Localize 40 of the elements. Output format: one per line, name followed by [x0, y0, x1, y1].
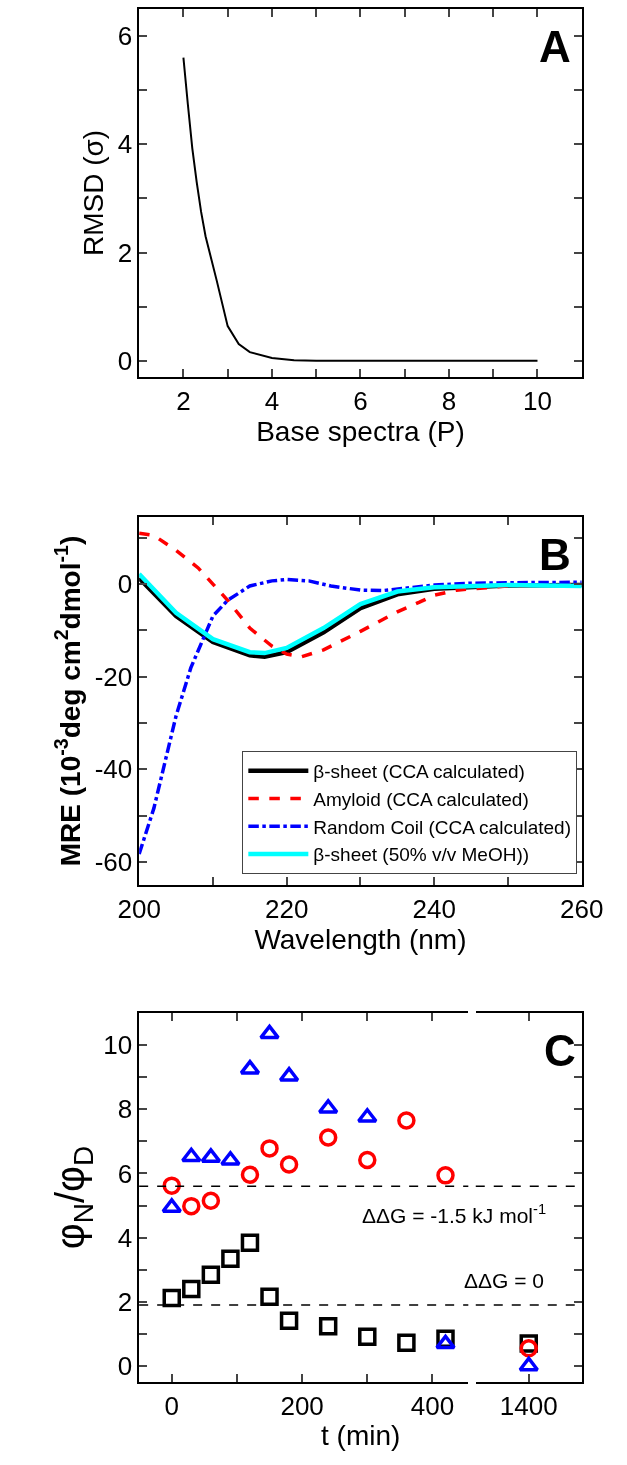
- x-tick-label: 260: [560, 893, 604, 924]
- x-tick-label: 1400: [499, 1390, 558, 1421]
- annotation: ΔΔG = 0: [464, 1269, 545, 1292]
- x-tick-label: 8: [441, 385, 457, 416]
- y-tick-label: 4: [117, 1222, 133, 1253]
- y-axis-title: RMSD (σ): [77, 129, 109, 257]
- y-tick-label: 0: [117, 1351, 133, 1382]
- x-tick-label: 6: [353, 385, 368, 416]
- y-tick-label: 0: [117, 569, 133, 600]
- y-tick-label: -20: [94, 661, 133, 692]
- annotation: ΔΔG = -1.5 kJ mol$^{-1}$: [362, 1201, 547, 1227]
- x-tick-label: 200: [117, 893, 161, 924]
- x-tick-label: 2: [176, 385, 191, 416]
- x-axis-title: Base spectra (P): [256, 415, 465, 447]
- x-axis-title: t (min): [321, 1420, 401, 1451]
- x-tick-label: 220: [264, 893, 309, 924]
- y-tick-label: 0: [117, 345, 133, 376]
- y-tick-label: 8: [117, 1094, 133, 1125]
- annotation: A: [539, 22, 571, 71]
- legend-label: β-sheet (50% v/v MeOH)): [313, 844, 530, 866]
- y-tick-label: 10: [103, 1030, 133, 1061]
- y-tick-label: -60: [94, 846, 133, 877]
- y-tick-label: -40: [94, 754, 133, 785]
- y-tick-label: 6: [117, 1158, 133, 1189]
- x-tick-label: 10: [523, 385, 552, 416]
- y-tick-label: 6: [117, 21, 133, 52]
- legend-label: Amyloid (CCA calculated): [313, 788, 529, 810]
- x-tick-label: 4: [264, 385, 280, 416]
- x-tick-label: 240: [412, 893, 456, 924]
- annotation: C: [544, 1026, 576, 1075]
- legend-label: Random Coil (CCA calculated): [313, 816, 571, 838]
- y-tick-label: 2: [117, 237, 133, 268]
- annotation: B: [539, 530, 571, 579]
- x-axis-title: Wavelength (nm): [254, 923, 467, 955]
- x-tick-label: 0: [164, 1390, 179, 1421]
- x-tick-label: 200: [280, 1390, 324, 1421]
- y-tick-label: 2: [117, 1286, 133, 1317]
- x-tick-label: 400: [410, 1390, 455, 1421]
- y-tick-label: 4: [117, 129, 133, 160]
- legend-label: β-sheet (CCA calculated): [313, 761, 525, 783]
